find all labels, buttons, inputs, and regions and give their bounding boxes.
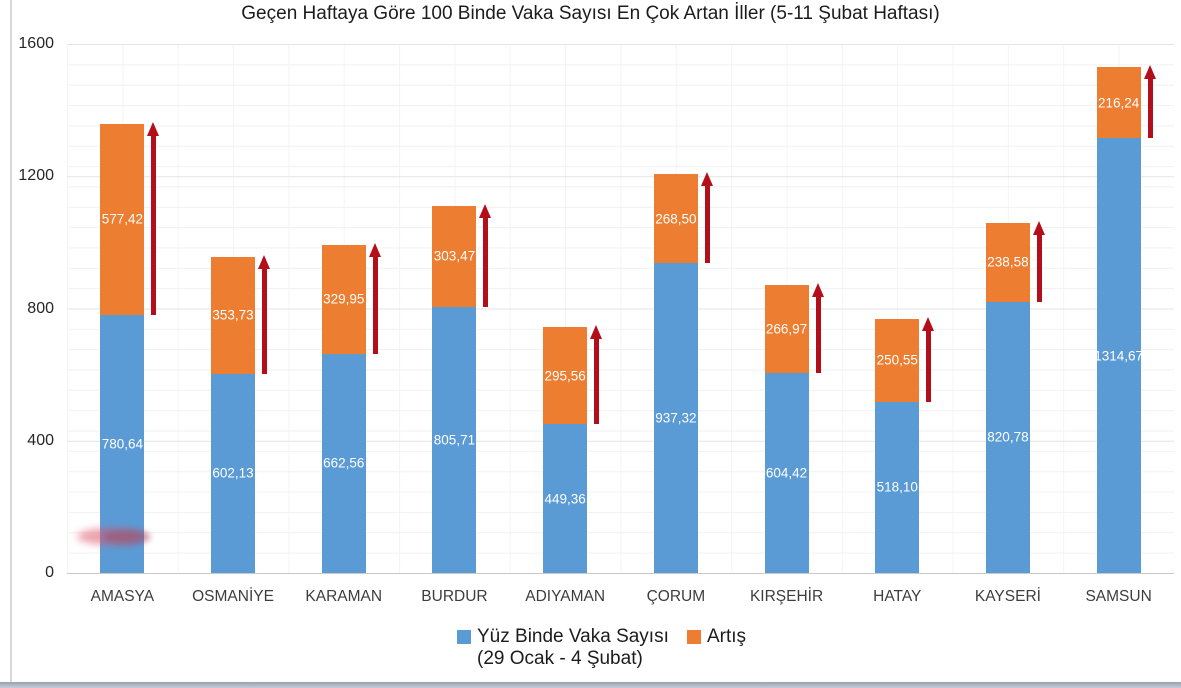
bar-segment-increase [100,124,145,315]
y-axis-tick-label: 400 [27,431,54,449]
plot-area: 780,64 577,42 602,13 353,73 662,56 329,95 805,… [67,44,1174,574]
y-axis-tick-label: 800 [27,299,54,317]
value-label-increase: 329,95 [323,291,365,307]
bar-segment-increase [432,206,477,307]
value-label-cases: 662,56 [323,455,365,471]
legend-label-increase: Artış [707,626,747,647]
bar-segment-increase [875,318,920,402]
bar-segment-cases [985,301,1030,573]
legend-swatch-blue [457,630,471,644]
x-axis-category-label: KIRŞEHİR [749,588,824,605]
y-axis-tick-label: 1600 [18,35,54,52]
increase-arrow-icon [1032,220,1046,302]
increase-arrow-icon [811,282,825,374]
value-label-cases: 604,42 [765,465,808,481]
value-label-cases: 518,10 [876,479,918,495]
value-label-increase: 303,47 [433,248,476,264]
x-axis-category-label: AMASYA [90,588,155,605]
bar-segment-cases [1096,138,1141,573]
value-label-increase: 250,55 [876,352,918,368]
bar-segment-increase [321,244,366,354]
pink-highlight-smudge-overlay [103,530,151,544]
bar-segment-cases [875,401,920,573]
bar-segment-increase [543,326,588,425]
value-label-cases: 1314,67 [1094,348,1144,364]
value-label-increase: 268,50 [655,211,697,227]
increase-arrow-icon [479,204,492,307]
legend-label-cases: Yüz Binde Vaka Sayısı [477,626,669,647]
y-axis-tick-label: 1200 [18,167,54,185]
value-label-increase: 238,58 [987,254,1029,270]
increase-arrow-icon [258,254,271,374]
x-axis-category-label: BURDUR [421,588,488,605]
value-label-cases: 937,32 [655,410,697,426]
bar-segment-increase [211,256,256,374]
increase-arrow-icon [1143,64,1157,139]
increase-arrow-icon [590,324,603,425]
bar-segment-cases [321,353,366,573]
bar-segment-cases [653,263,698,573]
bar-segment-increase [1096,66,1141,139]
x-axis-category-label: ADIYAMAN [525,588,606,605]
legend-swatch-orange [687,630,701,644]
value-label-cases: 780,64 [101,436,143,452]
value-label-increase: 295,56 [544,368,586,384]
chart-frame-left-border [10,0,12,682]
bar-segment-cases [764,373,809,573]
bar-segment-increase [764,284,809,374]
increase-arrow-icon [368,242,382,354]
window-bottom-edge [0,682,1181,688]
increase-arrow-icon [922,316,935,402]
increase-arrow-icon [147,121,160,315]
x-axis-category-label: SAMSUN [1085,588,1152,605]
value-label-cases: 820,78 [987,429,1029,445]
value-label-cases: 805,71 [433,432,476,448]
value-label-increase: 353,73 [212,307,254,323]
value-label-cases: 602,13 [212,465,254,481]
chart-title: Geçen Haftaya Göre 100 Binde Vaka Sayısı… [241,3,940,24]
bar-segment-cases [543,424,588,573]
pink-highlight-smudge [77,528,147,545]
bar-segment-cases [211,373,256,573]
x-axis-category-label: HATAY [873,588,922,605]
bar-segment-increase [653,174,698,264]
x-axis-category-label: ÇORUM [646,588,706,605]
value-label-cases: 449,36 [544,491,586,507]
value-label-increase: 266,97 [765,321,808,337]
x-axis-category-label: KARAMAN [305,588,383,605]
increase-arrow-icon [700,172,714,264]
x-axis-category-label: KAYSERİ [974,588,1041,605]
value-label-increase: 216,24 [1097,95,1140,111]
value-label-increase: 577,42 [101,211,143,227]
x-axis-category-label: OSMANİYE [192,588,274,605]
bar-segment-cases [432,306,477,573]
y-axis-tick-label: 0 [45,564,54,581]
legend-sublabel-daterange: (29 Ocak - 4 Şubat) [477,648,643,669]
bar-segment-increase [985,222,1030,302]
